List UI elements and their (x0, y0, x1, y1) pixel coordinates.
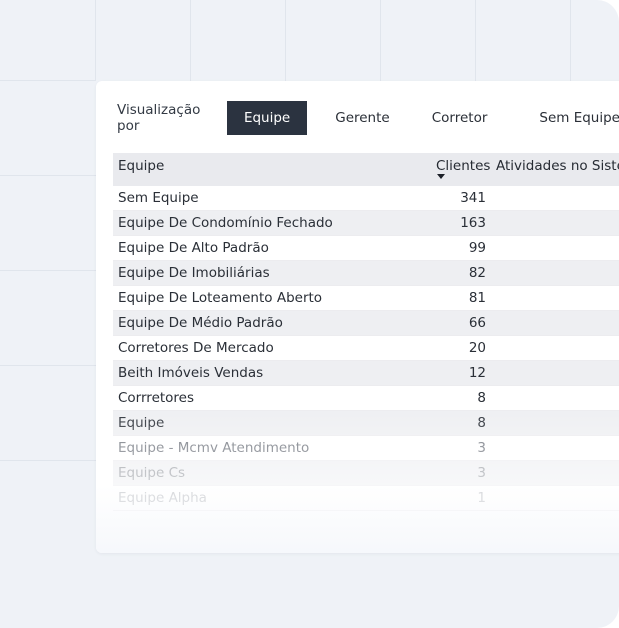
cell-equipe: Equipe De Alto Padrão (118, 240, 269, 256)
cell-equipe: Corretores De Mercado (118, 340, 274, 356)
cell-clientes: 12 (468, 365, 486, 381)
view-option-equipe[interactable]: Equipe (226, 101, 308, 135)
table-row[interactable]: Corretores De Mercado 20 16 (113, 336, 619, 361)
cell-clientes: 8 (477, 390, 486, 406)
table-row[interactable]: Sem Equipe 341 1.32 (113, 186, 619, 211)
grid-line (95, 0, 96, 81)
view-option-gerente[interactable]: Gerente (335, 110, 390, 126)
table-row[interactable]: Equipe - Mcmv Atendimento 3 1 (113, 436, 619, 461)
table-row[interactable]: Equipe De Imobiliárias 82 48 (113, 261, 619, 286)
table-row[interactable]: Equipe De Médio Padrão 66 47 (113, 311, 619, 336)
cell-clientes: 82 (468, 265, 486, 281)
view-option-corretor[interactable]: Corretor (431, 110, 488, 126)
grid-line (190, 0, 191, 81)
table-body: Sem Equipe3411.32Equipe De Condomínio Fe… (113, 186, 619, 511)
grid-line (285, 0, 286, 81)
cell-atividades: 2.02 (553, 211, 619, 236)
cell-equipe: Equipe De Condomínio Fechado (118, 215, 333, 231)
cell-equipe: Equipe Alpha (118, 490, 207, 506)
cell-clientes: 20 (468, 340, 486, 356)
grid-line (570, 0, 571, 81)
grid-line (0, 270, 96, 271)
sort-descending-icon (437, 174, 445, 179)
grid-line (475, 0, 476, 81)
cell-equipe: Corrretores (118, 390, 195, 406)
cell-equipe: Equipe (118, 415, 165, 431)
cell-clientes: 341 (460, 190, 486, 206)
table-row[interactable]: Beith Imóveis Vendas 12 5 (113, 361, 619, 386)
cell-equipe: Equipe De Loteamento Aberto (118, 290, 323, 306)
cell-clientes: 1 (477, 490, 486, 506)
cell-clientes: 99 (468, 240, 486, 256)
cell-clientes: 3 (477, 440, 486, 456)
view-selector-label: Visualização por (117, 102, 201, 134)
table-row[interactable]: Equipe Cs 3 (113, 461, 619, 486)
table-row[interactable]: Equipe 8 (113, 411, 619, 436)
cell-atividades: 16 (553, 336, 619, 361)
report-card: Visualização por Equipe Gerente Corretor… (96, 81, 619, 553)
table-header: Equipe Clientes Atividades no Sistem (113, 153, 619, 186)
column-header-atividades[interactable]: Atividades no Sistem (496, 158, 619, 174)
cell-atividades: 47 (553, 311, 619, 336)
table-row[interactable]: Equipe De Loteamento Aberto 81 72 (113, 286, 619, 311)
table-row[interactable]: Equipe De Alto Padrão 99 80 (113, 236, 619, 261)
cell-equipe: Equipe - Mcmv Atendimento (118, 440, 310, 456)
cell-clientes: 66 (468, 315, 486, 331)
cell-equipe: Equipe De Médio Padrão (118, 315, 283, 331)
view-selector: Visualização por Equipe Gerente Corretor… (117, 101, 619, 135)
column-header-clientes[interactable]: Clientes (436, 158, 491, 174)
cell-clientes: 3 (477, 465, 486, 481)
cell-clientes: 8 (477, 415, 486, 431)
teams-table: Equipe Clientes Atividades no Sistem Sem… (113, 153, 619, 511)
table-row[interactable]: Equipe Alpha 1 (113, 486, 619, 511)
cell-atividades: 1 (553, 436, 619, 461)
cell-equipe: Equipe De Imobiliárias (118, 265, 270, 281)
table-row[interactable]: Equipe De Condomínio Fechado 163 2.02 (113, 211, 619, 236)
grid-line (380, 0, 381, 81)
cell-equipe: Sem Equipe (118, 190, 199, 206)
cell-atividades: 80 (553, 236, 619, 261)
cell-atividades: 48 (553, 261, 619, 286)
grid-line (0, 460, 96, 461)
cell-atividades: 1.32 (553, 186, 619, 211)
cell-equipe: Equipe Cs (118, 465, 186, 481)
cell-atividades: 72 (553, 286, 619, 311)
grid-line (0, 365, 96, 366)
cell-atividades: 5 (553, 361, 619, 386)
table-row[interactable]: Corrretores 8 2 (113, 386, 619, 411)
view-option-sem-equipe[interactable]: Sem Equipe (539, 110, 619, 126)
cell-clientes: 81 (468, 290, 486, 306)
cell-atividades: 2 (553, 386, 619, 411)
cell-clientes: 163 (460, 215, 486, 231)
cell-equipe: Beith Imóveis Vendas (118, 365, 264, 381)
column-header-equipe[interactable]: Equipe (118, 158, 165, 174)
grid-line (0, 175, 96, 176)
grid-line (0, 80, 96, 81)
